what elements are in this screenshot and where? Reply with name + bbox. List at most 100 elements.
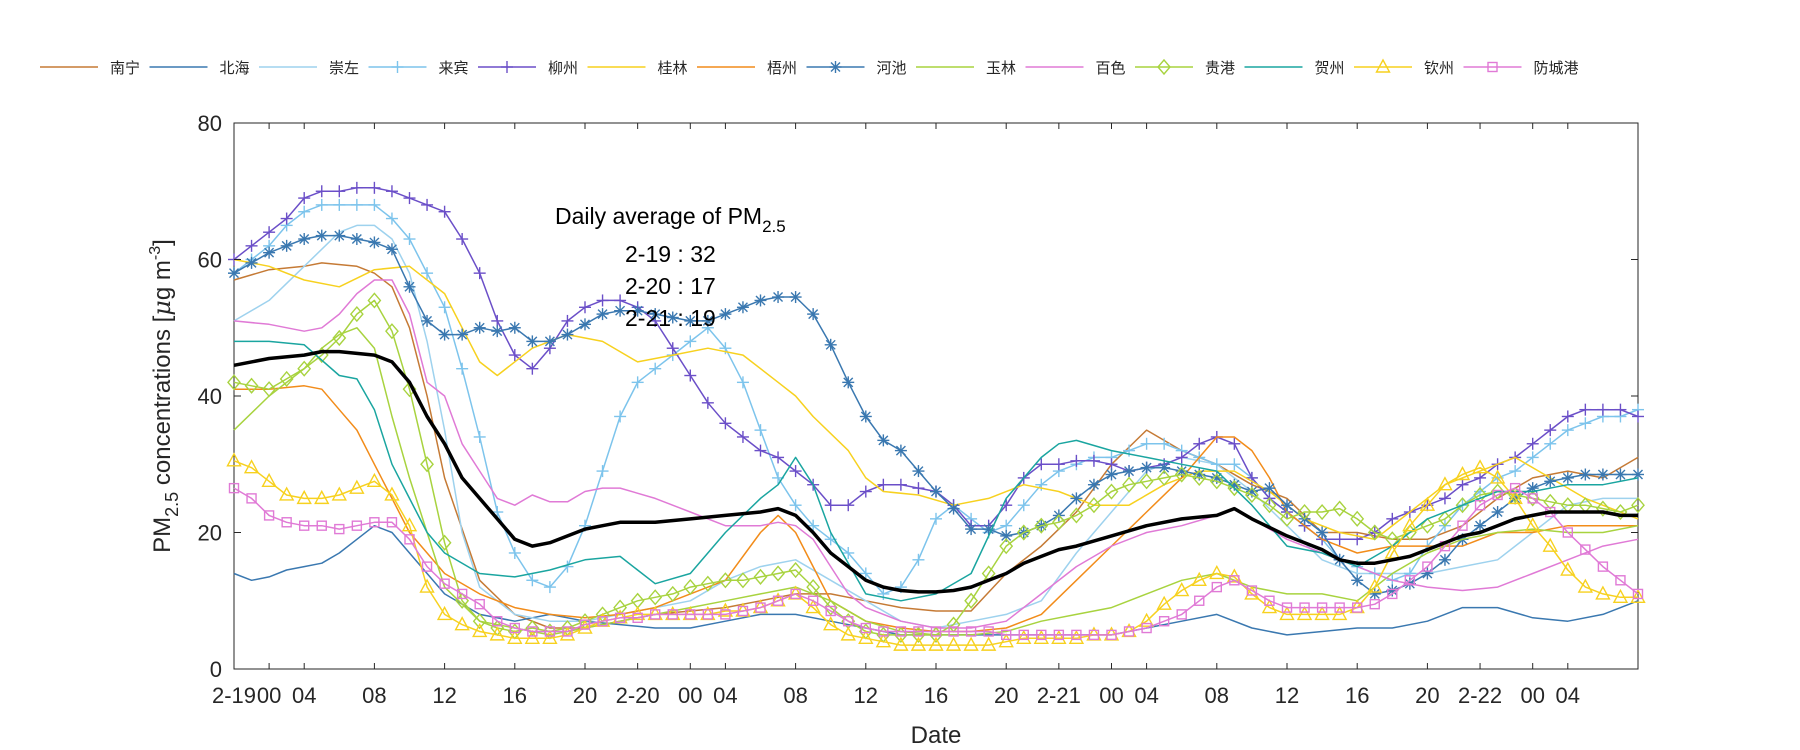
data-point-柳州-5: [315, 185, 328, 198]
data-point-贵港-26: [683, 579, 698, 596]
data-point-防城港-70: [1457, 520, 1468, 531]
x-tick-label-3: 08: [362, 683, 386, 708]
data-point-防城港-35: [843, 616, 854, 627]
data-point-柳州-11: [421, 198, 434, 211]
legend-label-南宁: 南宁: [110, 59, 140, 77]
x-tick-label-18: 12: [1275, 683, 1299, 708]
x-tick-label-23: 04: [1556, 683, 1580, 708]
data-point-河池-4: [298, 233, 311, 246]
data-point-柳州-34: [824, 499, 837, 512]
data-point-河池-72: [1491, 506, 1504, 519]
legend-item-河池: 河池: [806, 59, 907, 77]
data-point-柳州-13: [456, 233, 469, 246]
series-line-玉林: [233, 327, 1639, 636]
data-point-钦州-78: [1595, 585, 1611, 600]
data-point-来宾-29: [736, 376, 749, 389]
data-point-防城港-1: [246, 493, 257, 504]
data-point-来宾-12: [438, 301, 451, 314]
data-point-柳州-66: [1386, 512, 1399, 525]
data-point-钦州-42: [963, 636, 979, 651]
data-point-来宾-7: [350, 198, 363, 211]
data-point-河池-30: [754, 294, 767, 307]
data-point-贵港-25: [665, 585, 680, 603]
data-point-柳州-49: [1087, 454, 1100, 467]
x-tick-label-9: 04: [713, 683, 737, 708]
data-point-柳州-50: [1105, 458, 1118, 471]
data-point-贵港-1: [244, 377, 259, 394]
data-point-河池-41: [947, 502, 960, 515]
data-point-贵港-47: [1051, 514, 1066, 531]
data-point-钦州-35: [840, 626, 856, 641]
data-point-河池-59: [1263, 482, 1276, 495]
data-point-防城港-54: [1176, 609, 1187, 620]
data-point-贵港-78: [1595, 500, 1610, 517]
x-tick-label-16: 04: [1134, 683, 1158, 708]
data-point-钦州-65: [1367, 578, 1383, 593]
data-point-贵港-28: [718, 572, 733, 589]
data-point-钦州-75: [1542, 537, 1558, 552]
data-point-贵港-30: [753, 568, 768, 585]
data-point-贵港-9: [385, 323, 399, 340]
series-贺州: [234, 340, 1639, 602]
x-tick-label-21: 2-22: [1458, 683, 1502, 708]
data-point-钦州-45: [1016, 629, 1032, 644]
data-point-钦州-68: [1419, 496, 1436, 511]
legend-marker-钦州: [1375, 58, 1391, 73]
data-point-贵港-56: [1209, 473, 1224, 490]
legend-item-南宁: 南宁: [40, 59, 140, 77]
data-point-河池-62: [1316, 526, 1329, 539]
data-point-柳州-19: [561, 314, 574, 327]
data-point-河池-23: [631, 304, 644, 317]
data-point-河池-1: [245, 256, 258, 269]
data-point-柳州-57: [1228, 437, 1241, 450]
data-point-防城港-33: [807, 595, 819, 606]
data-point-防城港-76: [1562, 527, 1574, 538]
data-point-河池-24: [649, 308, 662, 321]
legend-item-崇左: 崇左: [259, 59, 359, 77]
data-point-来宾-8: [368, 198, 381, 211]
data-point-钦州-37: [875, 633, 892, 648]
data-point-来宾-67: [1403, 567, 1416, 580]
data-point-柳州-4: [298, 192, 311, 205]
legend-item-钦州: 钦州: [1354, 58, 1454, 77]
legend-item-贵港: 贵港: [1135, 58, 1235, 77]
legend-label-百色: 百色: [1096, 59, 1126, 77]
data-point-河池-11: [421, 314, 434, 327]
legend-item-梧州: 梧州: [697, 59, 797, 77]
data-point-柳州-80: [1632, 410, 1644, 423]
legend-label-梧州: 梧州: [767, 59, 797, 77]
data-point-河池-79: [1614, 468, 1627, 481]
legend-label-来宾: 来宾: [439, 59, 469, 77]
legend-item-北海: 北海: [149, 59, 250, 77]
data-point-河池-17: [526, 335, 539, 348]
data-point-河池-37: [877, 434, 890, 447]
data-point-河池-22: [614, 304, 627, 317]
data-point-贵港-45: [1016, 524, 1031, 541]
y-tick-label-2: 40: [198, 384, 222, 409]
data-point-河池-35: [842, 376, 855, 389]
data-point-贵港-57: [1227, 480, 1242, 497]
data-point-柳州-37: [877, 478, 890, 491]
data-point-钦州-70: [1454, 466, 1471, 481]
data-point-防城港-4: [299, 520, 310, 531]
data-point-贵港-60: [1280, 510, 1294, 527]
data-point-防城港-62: [1316, 602, 1328, 613]
data-point-来宾-45: [1017, 499, 1030, 512]
data-point-防城港-29: [737, 605, 749, 617]
data-point-防城港-60: [1281, 602, 1293, 613]
legend-marker-贵港: [1157, 58, 1171, 76]
data-point-柳州-74: [1526, 437, 1539, 450]
data-point-柳州-77: [1579, 403, 1592, 416]
data-point-河池-75: [1544, 475, 1557, 488]
data-point-河池-12: [438, 328, 451, 341]
data-point-柳州-35: [842, 499, 855, 512]
data-point-防城港-59: [1264, 595, 1275, 606]
data-point-贵港-34: [823, 599, 838, 616]
data-point-防城港-63: [1334, 602, 1345, 613]
data-point-河池-19: [561, 328, 574, 341]
data-point-防城港-15: [492, 616, 503, 627]
data-point-河池-28: [719, 308, 732, 321]
data-point-来宾-11: [421, 267, 434, 280]
y-tick-label-3: 60: [198, 248, 222, 273]
series-line-average: [233, 349, 1638, 594]
